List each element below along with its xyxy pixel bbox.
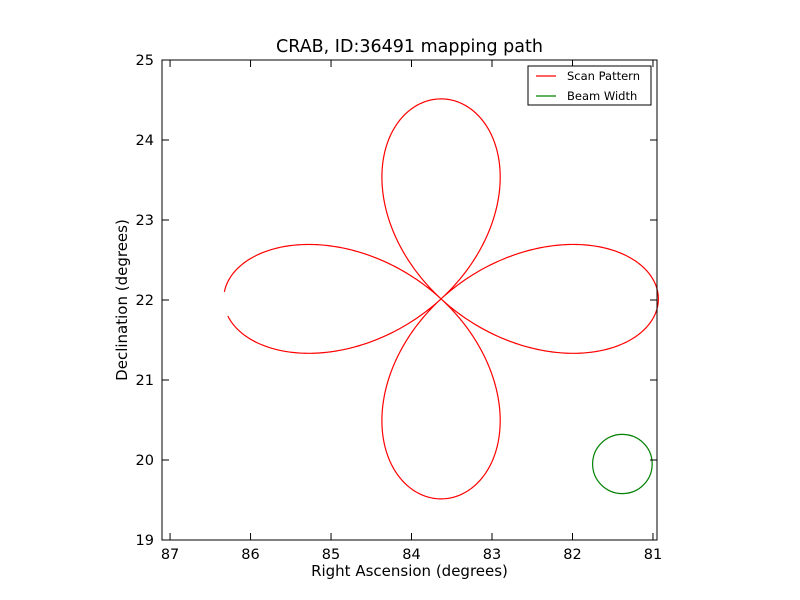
x-tick-label: 85 (322, 547, 340, 563)
y-tick-label: 24 (136, 133, 154, 149)
y-axis: 19 20 21 22 23 24 25 (136, 53, 657, 549)
y-tick-label: 21 (136, 373, 154, 389)
y-tick-label: 25 (136, 53, 154, 69)
y-tick-label: 23 (136, 213, 154, 229)
legend-box (527, 65, 652, 106)
legend: Scan Pattern Beam Width (527, 65, 652, 106)
x-tick-label: 81 (644, 547, 662, 563)
legend-label-scan-pattern: Scan Pattern (567, 69, 640, 83)
y-tick-label: 20 (136, 453, 154, 469)
x-axis-label: Right Ascension (degrees) (311, 562, 508, 580)
scan-pattern-line (223, 98, 659, 500)
y-tick-label: 22 (136, 293, 154, 309)
x-tick-label: 82 (563, 547, 581, 563)
y-axis-label: Declination (degrees) (113, 219, 131, 381)
plot-area (162, 60, 657, 540)
x-tick-label: 86 (241, 547, 259, 563)
legend-label-beam-width: Beam Width (567, 89, 637, 103)
chart-title: CRAB, ID:36491 mapping path (276, 37, 543, 57)
x-tick-label: 84 (402, 547, 420, 563)
beam-width-circle (592, 433, 653, 495)
series-layer (223, 98, 659, 500)
x-tick-label: 83 (483, 547, 501, 563)
x-axis: 87 86 85 84 83 82 81 (161, 60, 662, 563)
y-tick-label: 19 (136, 533, 154, 549)
x-tick-label: 87 (161, 547, 179, 563)
